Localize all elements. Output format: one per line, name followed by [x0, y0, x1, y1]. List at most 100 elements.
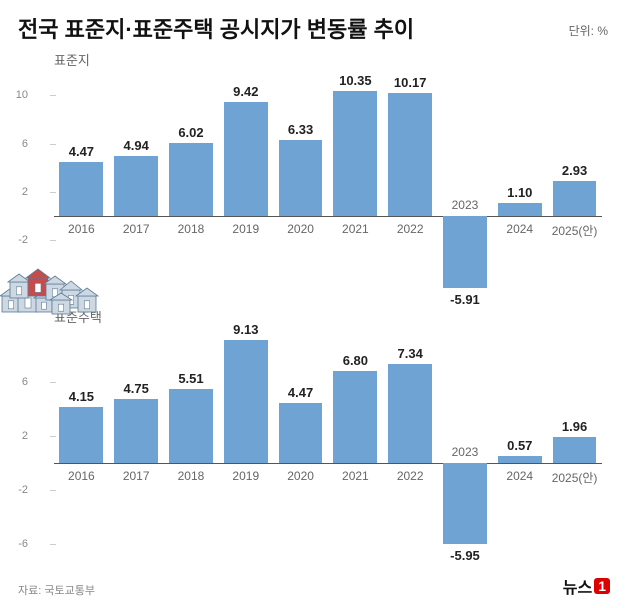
- bar: [169, 143, 213, 216]
- x-label: 2024: [506, 469, 533, 483]
- value-label: 7.34: [398, 346, 423, 361]
- value-label: 4.15: [69, 389, 94, 404]
- x-label: 2023: [452, 445, 479, 459]
- x-label: 2021: [342, 222, 369, 236]
- x-label: 2019: [232, 469, 259, 483]
- bar: [388, 364, 432, 463]
- chart-area: -6-2264.1520164.7520175.5120189.1320194.…: [54, 328, 602, 558]
- y-tick-label: -2: [18, 484, 28, 496]
- bar-slot: -5.952023: [438, 328, 493, 558]
- bar-slot: 10.17 2022: [383, 71, 438, 301]
- value-label: -5.91: [450, 292, 480, 307]
- x-label: 2016: [68, 469, 95, 483]
- bar: [224, 340, 268, 464]
- x-label: 2019: [232, 222, 259, 236]
- value-label: 4.75: [124, 381, 149, 396]
- bar: [443, 216, 487, 288]
- bar: [553, 181, 597, 216]
- bar: [388, 93, 432, 216]
- x-label: 2018: [178, 469, 205, 483]
- bar: [333, 371, 377, 463]
- bars-container: 4.47 2016 4.94 2017 6.02 2018 9.42 2019 6.33 2020…: [54, 71, 602, 301]
- x-label: 2025(안): [552, 469, 598, 486]
- value-label: 1.10: [507, 185, 532, 200]
- logo-text: 뉴스: [563, 574, 592, 598]
- houses-illustration: [0, 248, 120, 320]
- bar: [59, 162, 103, 216]
- bar-slot: 6.80 2021: [328, 328, 383, 558]
- y-tick-label: -6: [18, 538, 28, 550]
- x-label: 2022: [397, 469, 424, 483]
- value-label: 4.47: [69, 144, 94, 159]
- x-label: 2020: [287, 222, 314, 236]
- bar-slot: 6.02 2018: [164, 71, 219, 301]
- x-label: 2020: [287, 469, 314, 483]
- y-tick-label: 2: [22, 186, 28, 198]
- value-label: 6.80: [343, 353, 368, 368]
- bar: [169, 389, 213, 464]
- value-label: 5.51: [178, 371, 203, 386]
- chart-subtitle: 표준주택: [54, 307, 610, 326]
- bar-slot: 4.47 2020: [273, 328, 328, 558]
- bar: [59, 407, 103, 463]
- bar: [279, 403, 323, 463]
- x-label: 2018: [178, 222, 205, 236]
- bar: [443, 463, 487, 544]
- bar-slot: 1.10 2024: [492, 71, 547, 301]
- value-label: 6.02: [178, 125, 203, 140]
- bar: [333, 91, 377, 216]
- x-label: 2021: [342, 469, 369, 483]
- bar-slot: 7.34 2022: [383, 328, 438, 558]
- y-tick-label: -2: [18, 234, 28, 246]
- source-label: 자료: 국토교통부: [18, 582, 95, 598]
- logo-one: 1: [594, 578, 610, 594]
- value-label: 10.17: [394, 75, 427, 90]
- value-label: 9.42: [233, 84, 258, 99]
- x-label: 2023: [452, 198, 479, 212]
- bar: [498, 456, 542, 464]
- value-label: 0.57: [507, 438, 532, 453]
- bar-slot: 6.33 2020: [273, 71, 328, 301]
- value-label: 4.47: [288, 385, 313, 400]
- unit-label: 단위: %: [569, 22, 608, 39]
- bar-slot: 9.132019: [218, 328, 273, 558]
- bar-slot: 2.93 2025(안): [547, 71, 602, 301]
- x-label: 2022: [397, 222, 424, 236]
- value-label: 9.13: [233, 322, 258, 337]
- bar-slot: 0.57 2024: [492, 328, 547, 558]
- bar: [498, 203, 542, 216]
- value-label: 1.96: [562, 419, 587, 434]
- bar: [114, 399, 158, 463]
- y-tick-label: 6: [22, 376, 28, 388]
- x-label: 2024: [506, 222, 533, 236]
- bar: [224, 102, 268, 216]
- bar-slot: 4.75 2017: [109, 328, 164, 558]
- y-tick-label: 10: [16, 89, 28, 101]
- bar-slot: 4.15 2016: [54, 328, 109, 558]
- bar-slot: 9.42 2019: [218, 71, 273, 301]
- bar: [279, 140, 323, 217]
- publisher-logo: 뉴스 1: [563, 574, 610, 598]
- x-label: 2016: [68, 222, 95, 236]
- x-label: 2017: [123, 469, 150, 483]
- bar-slot: -5.912023: [438, 71, 493, 301]
- value-label: 4.94: [124, 138, 149, 153]
- value-label: 6.33: [288, 122, 313, 137]
- bar-slot: 10.35 2021: [328, 71, 383, 301]
- chart-house: 표준주택-6-2264.1520164.7520175.5120189.1320…: [18, 307, 610, 558]
- bar: [114, 156, 158, 216]
- x-label: 2025(안): [552, 222, 598, 239]
- bar-slot: 1.96 2025(안): [547, 328, 602, 558]
- x-label: 2017: [123, 222, 150, 236]
- bar-slot: 5.51 2018: [164, 328, 219, 558]
- value-label: -5.95: [450, 548, 480, 563]
- chart-area: -226104.4720164.9420176.0220189.4220196.…: [54, 71, 602, 301]
- chart-subtitle: 표준지: [54, 50, 610, 69]
- bars-container: 4.15 2016 4.75 2017 5.51 2018 9.132019 4.47 2020…: [54, 328, 602, 558]
- y-tick-label: 6: [22, 138, 28, 150]
- value-label: 2.93: [562, 163, 587, 178]
- value-label: 10.35: [339, 73, 372, 88]
- chart-title: 전국 표준지·표준주택 공시지가 변동률 추이: [18, 12, 610, 44]
- y-tick-label: 2: [22, 430, 28, 442]
- bar: [553, 437, 597, 464]
